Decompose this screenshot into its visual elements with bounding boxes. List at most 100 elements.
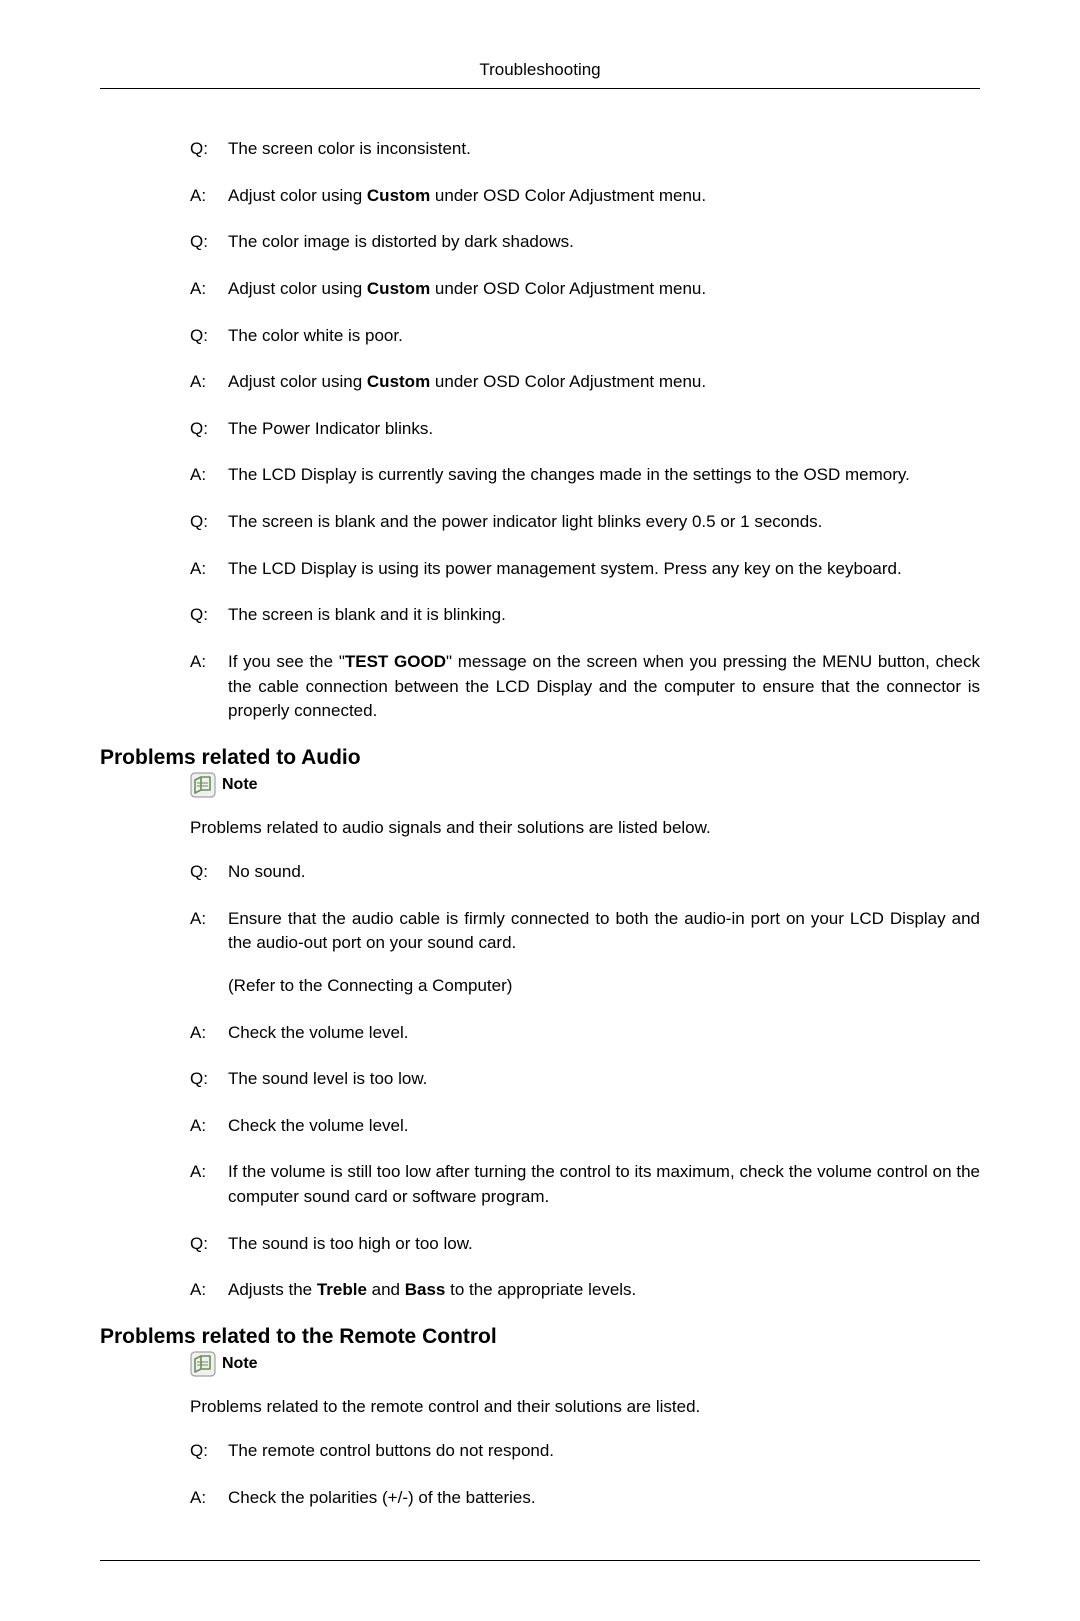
- qa-text: The Power Indicator blinks.: [228, 417, 980, 442]
- qa-label: A:: [190, 370, 228, 395]
- qa-text-part: If you see the ": [228, 652, 345, 671]
- qa-text: Check the volume level.: [228, 1021, 980, 1046]
- qa-label: A:: [190, 1021, 228, 1046]
- qa-row: A: Ensure that the audio cable is firmly…: [190, 907, 980, 999]
- section-intro-audio: Problems related to audio signals and th…: [190, 818, 980, 838]
- note-line: Note: [190, 1351, 980, 1377]
- qa-text: The screen is blank and the power indica…: [228, 510, 980, 535]
- section-intro-remote: Problems related to the remote control a…: [190, 1397, 980, 1417]
- section-heading-audio: Problems related to Audio: [100, 746, 980, 770]
- qa-row: Q: The screen color is inconsistent.: [190, 137, 980, 162]
- qa-label: A:: [190, 557, 228, 582]
- qa-row: A: Check the polarities (+/-) of the bat…: [190, 1486, 980, 1511]
- qa-list-audio: Q: No sound. A: Ensure that the audio ca…: [190, 860, 980, 1303]
- qa-text: The color image is distorted by dark sha…: [228, 230, 980, 255]
- qa-text-part: Adjusts the: [228, 1280, 317, 1299]
- note-label: Note: [222, 776, 258, 794]
- qa-label: A:: [190, 277, 228, 302]
- qa-text-bold: Bass: [405, 1280, 446, 1299]
- qa-row: Q: The color white is poor.: [190, 324, 980, 349]
- qa-text: The LCD Display is using its power manag…: [228, 557, 980, 582]
- qa-text-part: Adjust color using: [228, 186, 367, 205]
- qa-text: Adjust color using Custom under OSD Colo…: [228, 184, 980, 209]
- qa-row: A: Adjusts the Treble and Bass to the ap…: [190, 1278, 980, 1303]
- qa-text-bold: Custom: [367, 372, 430, 391]
- note-label: Note: [222, 1355, 258, 1373]
- qa-text-part: and: [367, 1280, 405, 1299]
- qa-row: Q: The sound is too high or too low.: [190, 1232, 980, 1257]
- qa-text: Adjusts the Treble and Bass to the appro…: [228, 1278, 980, 1303]
- qa-text: The sound is too high or too low.: [228, 1232, 980, 1257]
- qa-text: Check the polarities (+/-) of the batter…: [228, 1486, 980, 1511]
- section-heading-remote: Problems related to the Remote Control: [100, 1325, 980, 1349]
- qa-row: A: Adjust color using Custom under OSD C…: [190, 277, 980, 302]
- qa-text: Adjust color using Custom under OSD Colo…: [228, 277, 980, 302]
- qa-text-bold: TEST GOOD: [345, 652, 446, 671]
- qa-label: Q:: [190, 417, 228, 442]
- note-icon: [190, 772, 216, 798]
- qa-text: The screen is blank and it is blinking.: [228, 603, 980, 628]
- qa-text-bold: Custom: [367, 279, 430, 298]
- qa-label: Q:: [190, 603, 228, 628]
- qa-text-part: Adjust color using: [228, 279, 367, 298]
- qa-row: Q: The screen is blank and it is blinkin…: [190, 603, 980, 628]
- page-container: Troubleshooting Q: The screen color is i…: [0, 0, 1080, 1621]
- footer-rule: [100, 1560, 980, 1561]
- qa-label: A:: [190, 1486, 228, 1511]
- qa-row: Q: The screen is blank and the power ind…: [190, 510, 980, 535]
- qa-text-part: to the appropriate levels.: [445, 1280, 636, 1299]
- qa-list-screen: Q: The screen color is inconsistent. A: …: [190, 137, 980, 724]
- qa-label: A:: [190, 184, 228, 209]
- qa-text: No sound.: [228, 860, 980, 885]
- qa-row: A: The LCD Display is using its power ma…: [190, 557, 980, 582]
- qa-text: The LCD Display is currently saving the …: [228, 463, 980, 488]
- qa-text-part: under OSD Color Adjustment menu.: [430, 372, 706, 391]
- qa-label: Q:: [190, 860, 228, 885]
- qa-text: The sound level is too low.: [228, 1067, 980, 1092]
- qa-subtext: (Refer to the Connecting a Computer): [228, 974, 980, 999]
- qa-text-bold: Treble: [317, 1280, 367, 1299]
- qa-text-part: under OSD Color Adjustment menu.: [430, 186, 706, 205]
- qa-label: Q:: [190, 137, 228, 162]
- note-line: Note: [190, 772, 980, 798]
- qa-row: Q: No sound.: [190, 860, 980, 885]
- qa-text-main: Ensure that the audio cable is firmly co…: [228, 909, 980, 953]
- qa-row: A: If you see the "TEST GOOD" message on…: [190, 650, 980, 724]
- qa-label: Q:: [190, 510, 228, 535]
- qa-label: A:: [190, 1278, 228, 1303]
- qa-text: The screen color is inconsistent.: [228, 137, 980, 162]
- qa-label: Q:: [190, 230, 228, 255]
- qa-text: If you see the "TEST GOOD" message on th…: [228, 650, 980, 724]
- qa-text-bold: Custom: [367, 186, 430, 205]
- qa-row: A: If the volume is still too low after …: [190, 1160, 980, 1209]
- qa-row: A: The LCD Display is currently saving t…: [190, 463, 980, 488]
- qa-row: A: Adjust color using Custom under OSD C…: [190, 370, 980, 395]
- qa-label: Q:: [190, 1067, 228, 1092]
- qa-row: A: Check the volume level.: [190, 1021, 980, 1046]
- qa-row: Q: The remote control buttons do not res…: [190, 1439, 980, 1464]
- qa-text-part: under OSD Color Adjustment menu.: [430, 279, 706, 298]
- qa-label: A:: [190, 1160, 228, 1209]
- qa-label: Q:: [190, 324, 228, 349]
- qa-label: A:: [190, 1114, 228, 1139]
- qa-row: Q: The Power Indicator blinks.: [190, 417, 980, 442]
- qa-row: Q: The sound level is too low.: [190, 1067, 980, 1092]
- qa-text: If the volume is still too low after tur…: [228, 1160, 980, 1209]
- qa-text: The remote control buttons do not respon…: [228, 1439, 980, 1464]
- qa-label: A:: [190, 650, 228, 724]
- qa-row: A: Adjust color using Custom under OSD C…: [190, 184, 980, 209]
- qa-label: Q:: [190, 1232, 228, 1257]
- qa-label: A:: [190, 907, 228, 999]
- qa-row: Q: The color image is distorted by dark …: [190, 230, 980, 255]
- qa-label: Q:: [190, 1439, 228, 1464]
- qa-text: Ensure that the audio cable is firmly co…: [228, 907, 980, 999]
- page-header-title: Troubleshooting: [100, 60, 980, 89]
- qa-row: A: Check the volume level.: [190, 1114, 980, 1139]
- qa-text-part: Adjust color using: [228, 372, 367, 391]
- qa-text: The color white is poor.: [228, 324, 980, 349]
- qa-label: A:: [190, 463, 228, 488]
- qa-text: Check the volume level.: [228, 1114, 980, 1139]
- note-icon: [190, 1351, 216, 1377]
- qa-text: Adjust color using Custom under OSD Colo…: [228, 370, 980, 395]
- qa-list-remote: Q: The remote control buttons do not res…: [190, 1439, 980, 1510]
